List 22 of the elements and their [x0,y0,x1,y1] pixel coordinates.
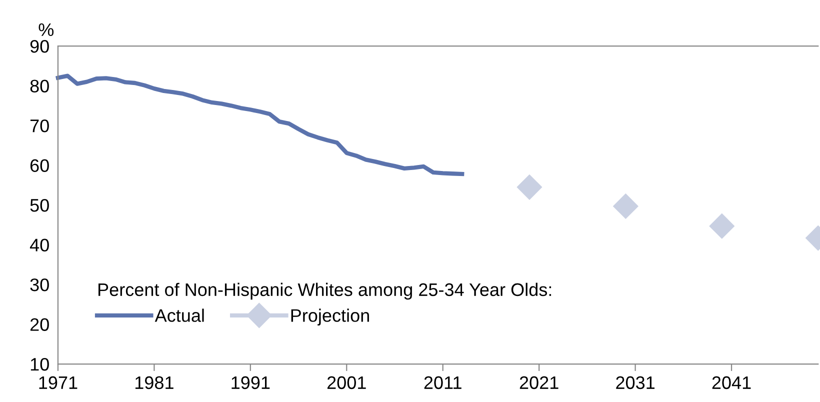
x-tick-label: 2011 [424,376,462,390]
legend-title: Percent of Non-Hispanic Whites among 25-34 Year Olds: [98,282,552,300]
y-tick-label: 90 [30,40,49,53]
x-tick-label: 2041 [712,376,751,390]
line-series [56,74,464,176]
x-tick-label: 2021 [520,376,558,390]
x-tick-label: 1981 [135,376,174,390]
y-tick-label: 80 [30,80,49,92]
y-tick-label: 50 [30,198,49,212]
x-tick-label: 1971 [39,376,78,390]
y-tick-label: 20 [30,318,49,331]
y-tick-label: 30 [30,278,49,292]
legend-label: Projection [291,308,369,326]
y-tick-label: 10 [30,358,49,371]
x-tick-label: 2031 [616,376,654,390]
y-axis-title: % [38,23,54,36]
y-tick-label: 60 [30,159,49,172]
y-tick-label: 70 [30,119,49,132]
y-tick-label: 40 [30,238,49,252]
x-tick-label: 2001 [327,376,366,390]
x-tick-label: 1991 [232,376,270,390]
legend-label: Actual [154,308,204,322]
